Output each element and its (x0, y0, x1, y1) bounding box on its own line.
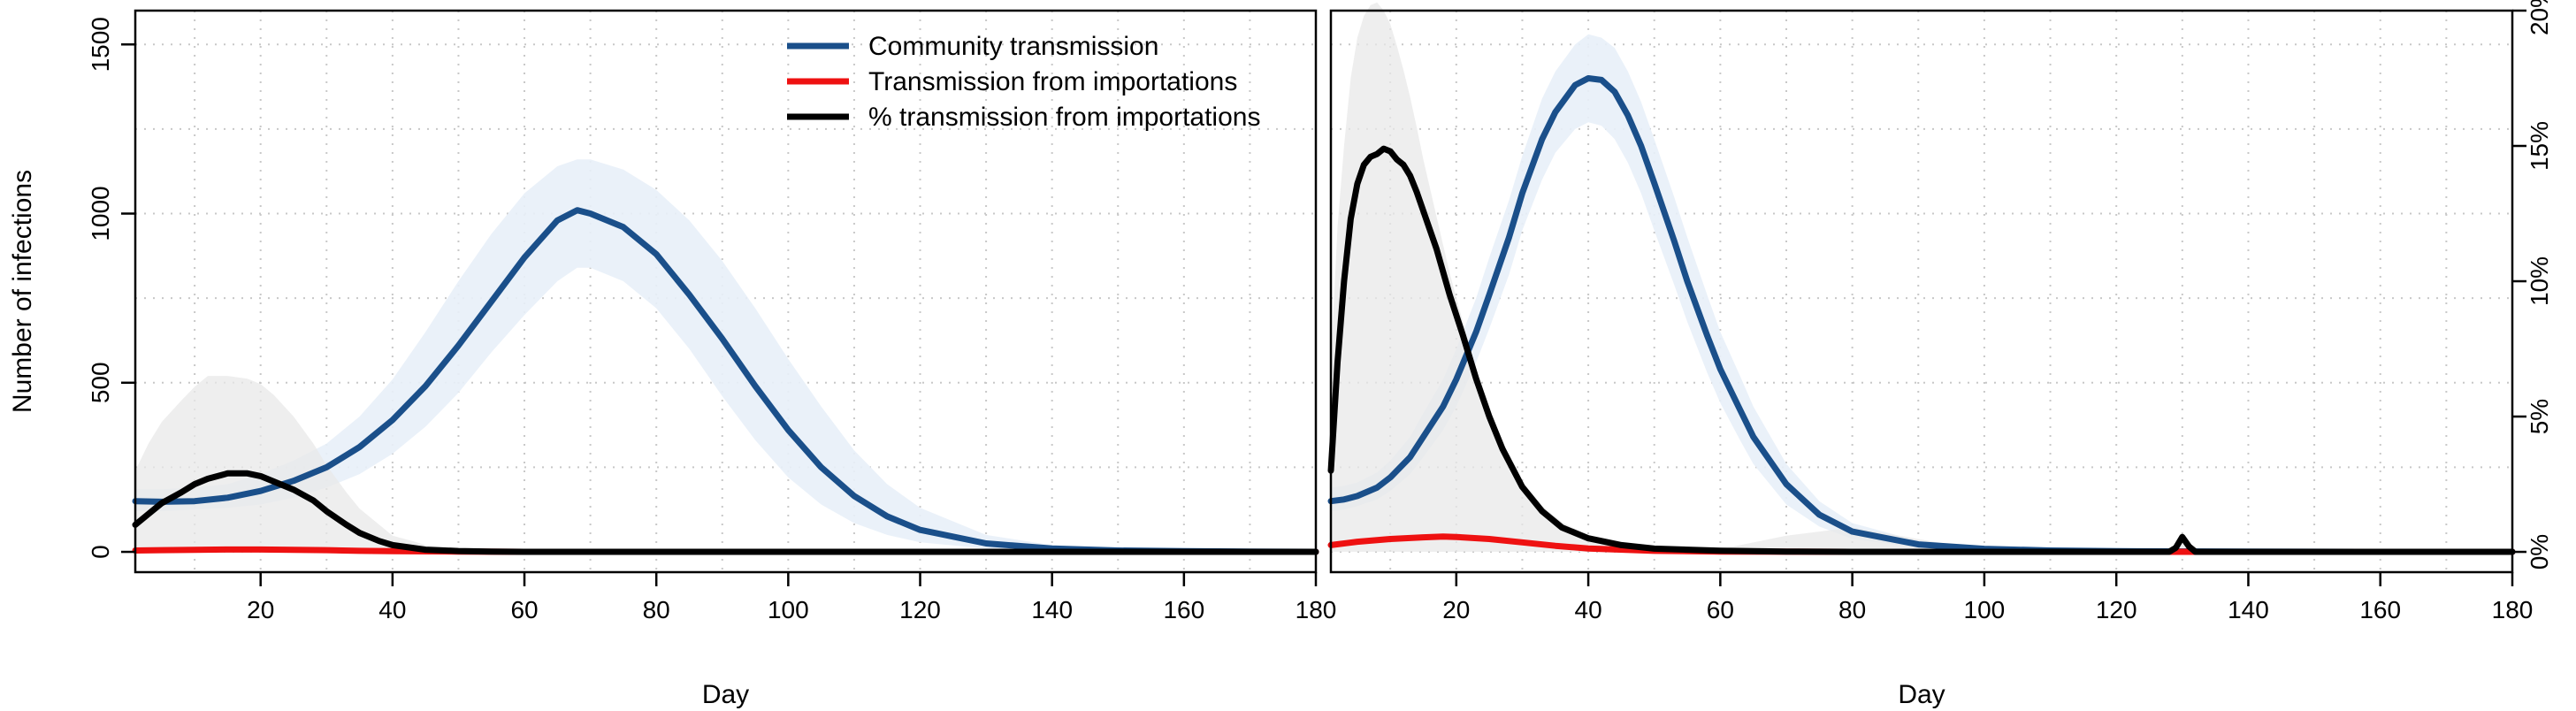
series-line (1327, 75, 2516, 555)
x-tick-label: 100 (1964, 596, 2006, 623)
x-tick-label: 180 (2492, 596, 2534, 623)
left-bands (135, 159, 1316, 553)
right-lines (1327, 75, 2516, 555)
uncertainty-band (1331, 2, 2512, 553)
uncertainty-band (135, 376, 1316, 552)
left-x-axis-title: Day (702, 680, 749, 709)
x-tick-label: 180 (1296, 596, 1337, 623)
left-y-axis-title: Number of infections (8, 170, 37, 413)
uncertainty-band (135, 159, 1316, 553)
y-tick-label: 1000 (87, 186, 114, 241)
series-line (132, 207, 1319, 555)
series-line (1327, 533, 2516, 555)
plot-frame (1329, 9, 2514, 574)
left-axes: 20 40 60 80 100 120 140 160 180 0 500 1000 1500 (87, 9, 1337, 623)
x-tick-label: 60 (510, 596, 538, 623)
y2-tick-label: 15% (2526, 121, 2553, 171)
x-tick-label: 100 (768, 596, 809, 623)
x-tick-label: 140 (2228, 596, 2269, 623)
legend-label: % transmission from importations (868, 103, 1260, 132)
left-lines (132, 207, 1319, 555)
x-tick-label: 120 (2096, 596, 2137, 623)
y-tick-label: 0 (87, 545, 114, 559)
right-x-axis-title: Day (1898, 680, 1945, 709)
legend: Community transmission Transmission from … (787, 32, 1260, 132)
right-bands (1331, 2, 2512, 553)
y2-tick-label: 20% (2526, 0, 2553, 35)
x-tick-label: 120 (899, 596, 941, 623)
x-tick-label: 80 (1838, 596, 1866, 623)
series-line (1327, 145, 2516, 555)
legend-label: Transmission from importations (868, 67, 1237, 96)
y2-tick-label: 0% (2526, 534, 2553, 570)
y-tick-label: 500 (87, 362, 114, 403)
x-tick-label: 20 (247, 596, 274, 623)
y-tick-label: 1500 (87, 17, 114, 72)
x-tick-label: 40 (1575, 596, 1602, 623)
x-tick-label: 160 (2359, 596, 2401, 623)
x-tick-label: 160 (1163, 596, 1204, 623)
x-tick-label: 40 (378, 596, 406, 623)
y2-tick-label: 5% (2526, 399, 2553, 434)
x-tick-label: 140 (1031, 596, 1073, 623)
x-tick-label: 80 (643, 596, 670, 623)
legend-label: Community transmission (868, 32, 1158, 61)
plot-frame (134, 9, 1318, 574)
right-panel: 20 40 60 80 100 120 140 160 180 0% 5% 10% 15% 20% Day (1327, 0, 2553, 709)
series-line (132, 470, 1319, 555)
y2-tick-label: 10% (2526, 256, 2553, 306)
right-axes: 20 40 60 80 100 120 140 160 180 0% 5% 10% 15% 20% (1329, 0, 2553, 623)
x-tick-label: 60 (1707, 596, 1734, 623)
x-tick-label: 20 (1442, 596, 1470, 623)
